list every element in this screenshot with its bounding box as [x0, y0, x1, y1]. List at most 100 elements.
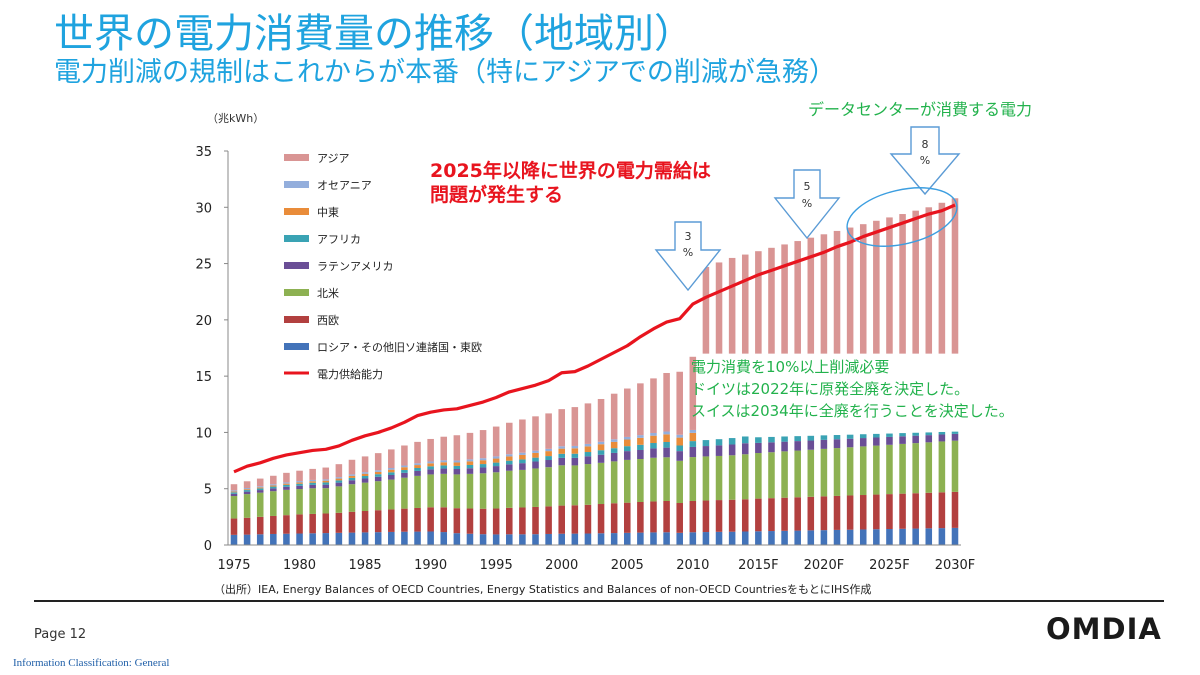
bar-segment-2-2011: [702, 500, 710, 533]
bar-segment-6-1996: [506, 456, 513, 461]
bar-segment-2-1988: [401, 508, 408, 532]
bar-segment-1-2007: [650, 532, 657, 545]
bar-segment-6-1978: [270, 485, 277, 487]
bar-segment-7-1984: [348, 474, 356, 476]
bar-segment-4-1999: [545, 460, 552, 468]
bar-segment-4-2000: [558, 457, 565, 466]
bar-segment-3-1976: [243, 494, 251, 518]
bar-segment-5-1981: [309, 482, 316, 485]
bar-segment-2-2003: [597, 504, 605, 534]
legend-swatch-8: [284, 343, 309, 350]
bar-segment-1-2000: [558, 533, 565, 545]
bar-segment-6-2001: [571, 448, 579, 454]
bar-segment-1-1989: [414, 531, 421, 545]
legend-label-6: 北米: [317, 287, 339, 300]
bar-segment-1-2010: [689, 532, 697, 545]
bar-segment-4-2025F: [886, 436, 893, 445]
bar-segment-8-1982: [322, 467, 330, 480]
bar-segment-7-1975: [230, 490, 238, 492]
bar-segment-2-1976: [243, 517, 251, 535]
bar-segment-3-2011: [702, 456, 710, 501]
bar-segment-5-2012: [715, 439, 723, 446]
legend: アジアオセアニア中東アフリカラテンアメリカ北米西欧ロシア・その他旧ソ連諸国・東欧…: [284, 152, 482, 381]
bar-segment-1-1992: [453, 533, 461, 545]
y-tick-label-0: 0: [204, 539, 212, 554]
legend-swatch-1: [284, 154, 309, 161]
bar-segment-7-1999: [545, 448, 552, 452]
arrow-3-number: 3: [685, 230, 692, 243]
bar-segment-8-1985: [361, 456, 369, 473]
bar-segment-1-2009: [676, 532, 683, 545]
bar-segment-8-2015F: [755, 251, 762, 354]
bar-segment-4-1994: [479, 467, 487, 474]
bar-segment-6-1997: [519, 454, 526, 460]
bar-segment-3-1984: [348, 484, 356, 512]
bar-segment-8-2026F: [899, 214, 906, 354]
bar-segment-5-2021F: [833, 435, 841, 440]
bar-segment-2-2020F: [820, 496, 828, 531]
bar-segment-4-2027F: [912, 435, 919, 444]
bar-segment-5-2024F: [873, 433, 880, 438]
bar-segment-8-1979: [283, 472, 290, 483]
bar-segment-7-2003: [597, 441, 605, 445]
bar-segment-1-1978: [270, 533, 277, 545]
bar-segment-5-1995: [492, 462, 500, 467]
bar-segment-2-1989: [414, 507, 421, 532]
bar-segment-4-1979: [283, 486, 290, 490]
bar-segment-2-1975: [230, 518, 238, 535]
bar-segment-2-2028F: [925, 492, 933, 529]
bar-segment-4-2007: [650, 448, 657, 458]
bar-segment-8-2019F: [807, 237, 815, 354]
bar-segment-7-1985: [361, 472, 369, 474]
bar-segment-3-2014: [741, 454, 749, 500]
bar-segment-1-1982: [322, 533, 330, 545]
bar-segment-2-2002: [584, 504, 592, 534]
bar-segment-3-2012: [715, 455, 723, 501]
bar-segment-8-1995: [492, 426, 500, 457]
bar-segment-2-2030F: [951, 491, 959, 528]
bar-segment-2-1981: [309, 513, 316, 534]
bar-segment-7-1978: [270, 484, 277, 486]
bar-segment-4-2013: [728, 444, 736, 456]
bar-segment-5-2029F: [938, 431, 946, 435]
bar-segment-4-1989: [414, 470, 421, 476]
x-tick-label-2030F: 2030F: [935, 558, 976, 573]
bar-segment-8-2022F: [846, 227, 854, 354]
bar-segment-2-2015F: [755, 498, 762, 532]
bar-segment-3-1989: [414, 475, 421, 508]
bar-segment-4-1985: [361, 478, 369, 483]
bar-segment-2-2006: [637, 502, 644, 533]
bar-segment-8-1980: [296, 470, 303, 482]
reduction-note: 電力消費を10%以上削減必要 ドイツは2022年に原発全廃を決定した。 スイスは…: [691, 358, 1014, 420]
legend-swatch-3: [284, 208, 309, 215]
bar-segment-3-2015F: [755, 453, 762, 499]
bar-segment-4-1998: [532, 461, 539, 469]
bar-segment-3-2017F: [781, 451, 788, 498]
bar-segment-8-2011: [702, 266, 710, 354]
bar-segment-3-2008: [663, 457, 670, 501]
bar-segment-8-2029F: [938, 202, 946, 354]
bar-segment-2-1986: [374, 510, 382, 533]
bar-segment-4-2017F: [781, 441, 788, 452]
bar-segment-8-1987: [388, 449, 395, 468]
bar-segment-8-2000: [558, 409, 565, 447]
headline-annotation: 2025年以降に世界の電力需給は 問題が発生する: [430, 159, 718, 206]
arrow-8-percent: %: [920, 154, 930, 167]
bar-segment-3-2013: [728, 455, 736, 500]
bar-segment-2-2025F: [886, 494, 893, 530]
bar-segment-2-2027F: [912, 493, 919, 529]
bar-segment-4-2018F: [794, 441, 801, 451]
bar-segment-5-1986: [374, 474, 382, 477]
bar-segment-1-2001: [571, 533, 579, 545]
y-tick-label-25: 25: [195, 258, 212, 273]
bars-group: [230, 198, 959, 545]
bar-segment-3-2019F: [807, 449, 815, 497]
bar-segment-1-2024F: [873, 529, 880, 545]
bar-segment-2-2000: [558, 505, 565, 534]
bar-segment-7-1996: [506, 454, 513, 457]
omdia-logo: OMDIA: [1046, 612, 1162, 646]
bar-segment-5-1987: [388, 472, 395, 475]
bar-segment-4-1984: [348, 480, 356, 485]
bar-segment-4-2009: [676, 451, 683, 461]
bar-segment-5-2003: [597, 450, 605, 455]
